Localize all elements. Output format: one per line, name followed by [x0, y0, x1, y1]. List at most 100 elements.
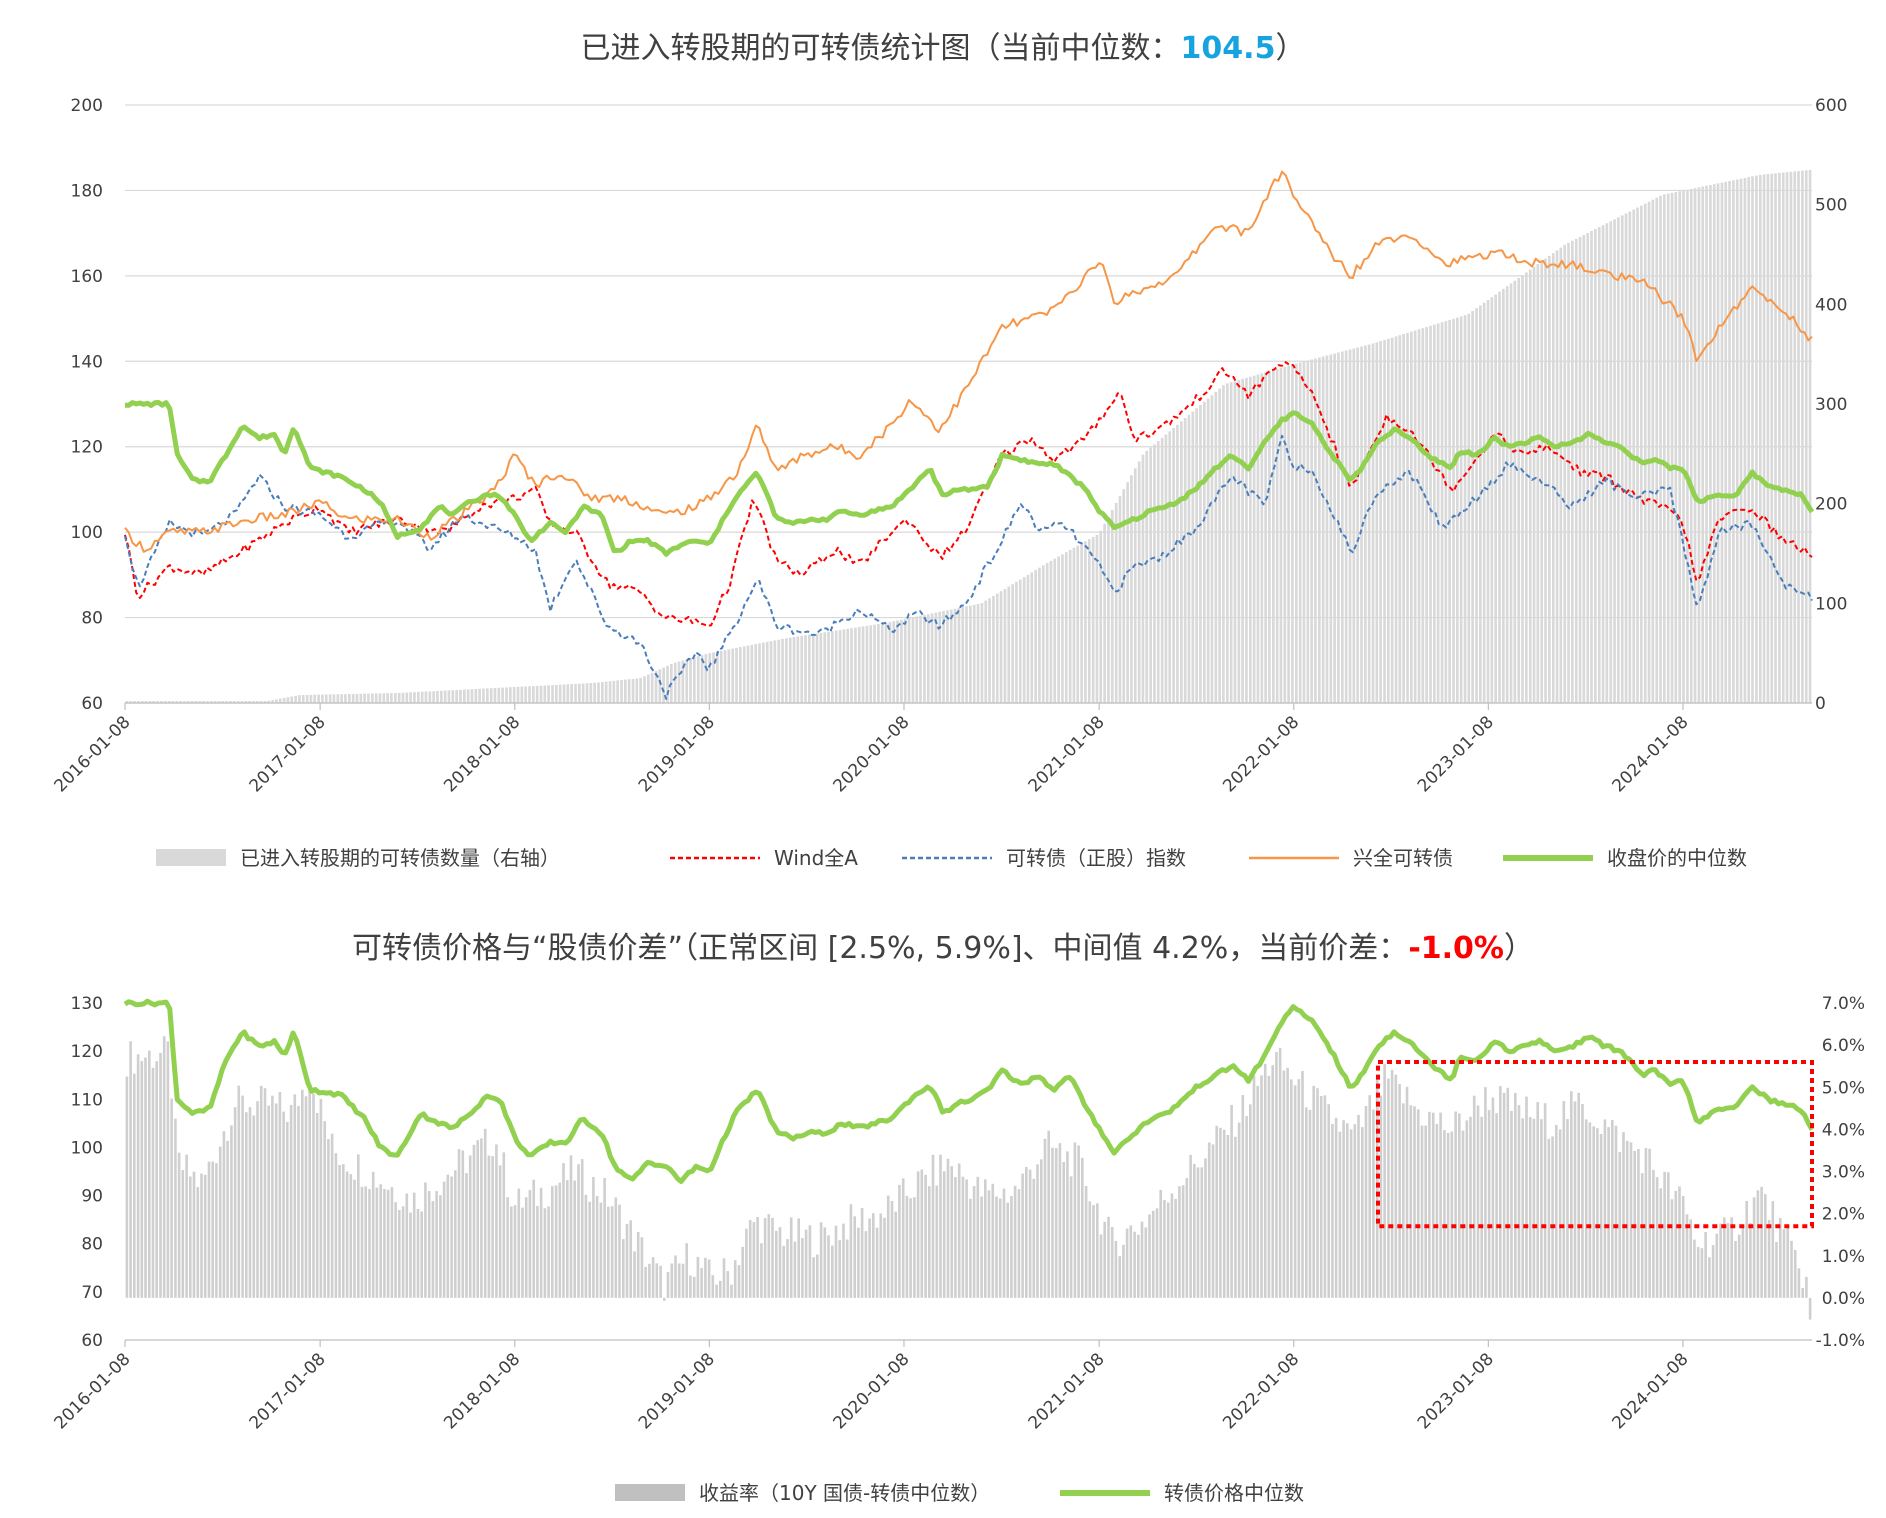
chart1-bar: [1467, 313, 1471, 703]
chart1-bar: [938, 611, 942, 703]
chart1-right-tick: 300: [1815, 395, 1847, 415]
chart1-bar: [505, 687, 508, 703]
chart2-bar: [375, 1187, 379, 1298]
chart1-bar: [731, 648, 735, 703]
chart2-bar: [267, 1105, 271, 1298]
chart2-bar: [670, 1263, 674, 1298]
chart1-bar: [351, 693, 355, 703]
chart1-bar: [838, 630, 842, 703]
chart1-bar: [1367, 344, 1371, 703]
chart1-bar: [1544, 258, 1547, 703]
chart2-bar: [230, 1125, 233, 1298]
chart2-bar: [1222, 1129, 1226, 1298]
chart2-bar: [1737, 1234, 1741, 1298]
chart2-bar: [1752, 1197, 1756, 1298]
chart1-bar: [1007, 586, 1011, 703]
chart2-bar: [1338, 1131, 1342, 1298]
chart2-bar: [595, 1196, 599, 1298]
chart2-bar: [775, 1230, 778, 1298]
chart2-bar: [1379, 1095, 1383, 1298]
chart2-bar: [364, 1186, 368, 1298]
chart2-right-tick: -1.0%: [1816, 1331, 1865, 1351]
chart2-bar: [1226, 1135, 1230, 1298]
chart1-x-tick: 2019-01-08: [635, 712, 719, 796]
chart2-bar: [304, 1096, 308, 1298]
chart1-bar: [1781, 172, 1785, 704]
chart2-bar: [1726, 1223, 1730, 1298]
chart1-bar: [1693, 188, 1697, 704]
chart2-x-tick: 2016-01-08: [51, 1349, 135, 1433]
chart1-line-2: [124, 434, 1813, 700]
chart2-bar: [521, 1207, 524, 1298]
chart1-bar: [1015, 581, 1018, 703]
chart2-bar: [1510, 1110, 1513, 1298]
chart2-bar: [1323, 1095, 1327, 1298]
chart1-bar: [1482, 302, 1486, 703]
chart2-bar: [338, 1165, 341, 1298]
chart2-bar: [1103, 1221, 1107, 1298]
chart1-bar: [417, 691, 420, 703]
chart2-bar: [1454, 1111, 1457, 1298]
chart2-right-tick: 1.0%: [1822, 1247, 1865, 1267]
chart2-bar: [301, 1089, 304, 1298]
chart1-bar: [880, 623, 884, 703]
chart1-bar: [1689, 188, 1693, 703]
chart2-bar: [946, 1158, 950, 1298]
chart1-bar: [846, 628, 850, 703]
chart1-bar: [1310, 359, 1313, 703]
chart1-bar: [1758, 174, 1762, 704]
chart1-bar: [413, 692, 416, 703]
chart2-bar: [1271, 1065, 1275, 1298]
chart1-bar: [232, 701, 236, 703]
chart1-bar: [1716, 183, 1720, 703]
chart2-bar: [308, 1089, 312, 1298]
chart2-bar: [1058, 1143, 1062, 1298]
chart1-bar: [1390, 337, 1394, 703]
chart1-bar: [1421, 328, 1425, 703]
chart1-bar: [1548, 255, 1551, 703]
chart2-bar: [1782, 1229, 1786, 1298]
chart1-bar: [1041, 565, 1045, 703]
chart2-bar: [1196, 1167, 1200, 1298]
chart2-bar: [1237, 1122, 1241, 1298]
chart2-bar: [1562, 1101, 1566, 1298]
chart2-left-tick: 70: [81, 1283, 103, 1303]
chart1-bar: [1402, 334, 1405, 703]
chart2-bar: [1234, 1136, 1237, 1298]
chart2-bar: [935, 1185, 939, 1298]
chart1-bar: [965, 606, 968, 703]
chart1-bar: [808, 634, 811, 703]
chart2-bar: [457, 1149, 461, 1298]
chart2-bar: [181, 1170, 185, 1298]
chart2-bar: [689, 1275, 692, 1298]
chart1-bar: [1226, 383, 1229, 703]
chart2-bar: [1484, 1087, 1487, 1298]
chart1-bar: [1551, 253, 1555, 703]
chart2-bar: [760, 1243, 763, 1298]
chart2-bar: [1051, 1147, 1054, 1298]
chart2-bar: [1786, 1227, 1790, 1298]
chart2-bar: [1398, 1084, 1401, 1298]
chart1-bar: [1793, 171, 1797, 703]
chart1-bar: [681, 660, 685, 703]
chart1-bar: [1571, 240, 1574, 704]
chart2-bar: [1409, 1105, 1413, 1298]
chart2-bar: [1174, 1198, 1177, 1298]
chart1-bar: [225, 701, 228, 703]
chart1-bar: [1218, 388, 1221, 703]
chart2-bar: [886, 1195, 890, 1298]
chart1-bar: [436, 691, 439, 703]
chart1-bar: [1647, 201, 1651, 703]
chart1-bar: [961, 607, 965, 703]
chart1-bar: [1778, 172, 1781, 703]
chart1-bar: [562, 684, 566, 703]
chart1-bar: [827, 631, 830, 703]
chart2-bar: [1036, 1164, 1039, 1298]
chart2-bar: [1614, 1125, 1618, 1298]
chart2-bar: [879, 1213, 883, 1298]
chart1-bar: [1333, 353, 1336, 703]
chart1-bar: [723, 650, 727, 703]
chart1-bar: [815, 633, 819, 703]
chart1-bar: [903, 618, 907, 703]
chart2-bar: [842, 1223, 845, 1298]
